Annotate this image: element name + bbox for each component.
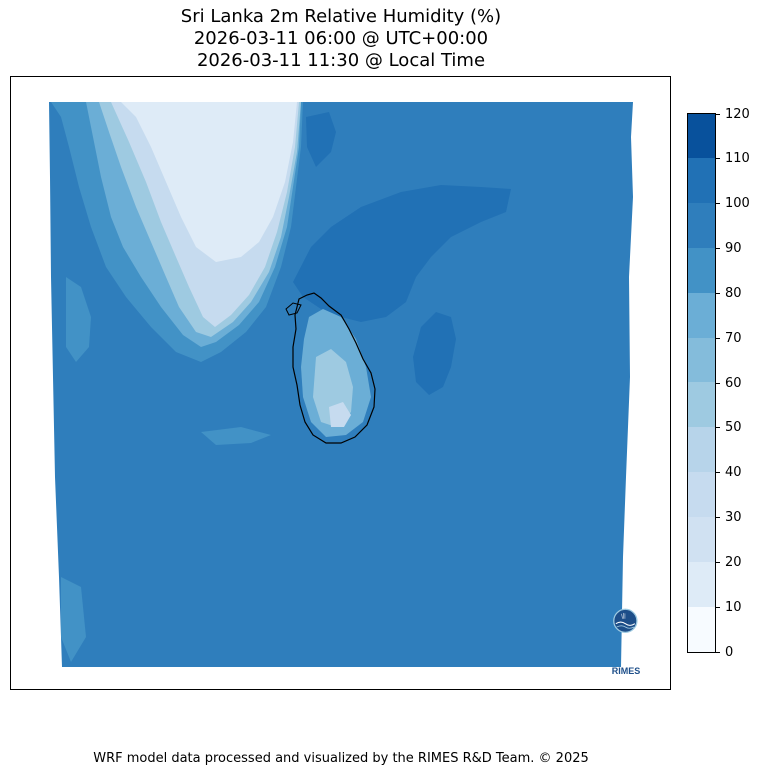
humidity-srilanka-driest [329,402,351,427]
colorbar-scale [688,114,715,652]
footer-credit: WRF model data processed and visualized … [93,751,589,766]
colorbar-bin-80-90 [688,248,715,293]
humidity-band-90-100 [293,185,511,322]
colorbar-bin-70-80 [688,293,715,338]
humidity-india-interior-dry [121,102,297,262]
jaffna-peninsula-outline [285,302,302,316]
colorbar-bin-20-30 [688,517,715,562]
colorbar-bin-90-100 [688,203,715,248]
colorbar-bin-0-10 [688,607,715,652]
srilanka-coastline [292,292,376,444]
map-panel [10,76,671,690]
title-line-1: Sri Lanka 2m Relative Humidity (%) [180,6,502,27]
colorbar-bin-10-20 [688,562,715,607]
colorbar-bin-100-110 [688,158,715,203]
colorbar-bin-40-50 [688,427,715,472]
humidity-western-coast [66,277,91,362]
rimes-logo-icon [613,608,638,634]
humidity-southwest-patch [61,577,86,662]
colorbar-bin-60-70 [688,338,715,382]
colorbar-bin-50-60 [688,382,715,427]
rimes-logo-text: RIMES [611,666,641,676]
title-line-2: 2026-03-11 06:00 @ UTC+00:00 [193,28,489,49]
colorbar-bin-30-40 [688,472,715,517]
humidity-patch-east [413,312,456,395]
chart-title: Sri Lanka 2m Relative Humidity (%) 2026-… [0,6,682,72]
humidity-patch-north [306,112,336,167]
humidity-south-patch [201,427,271,445]
colorbar-bin-110-120 [688,114,715,158]
humidity-map [49,102,633,667]
colorbar [687,113,716,653]
title-line-3: 2026-03-11 11:30 @ Local Time [196,50,486,71]
